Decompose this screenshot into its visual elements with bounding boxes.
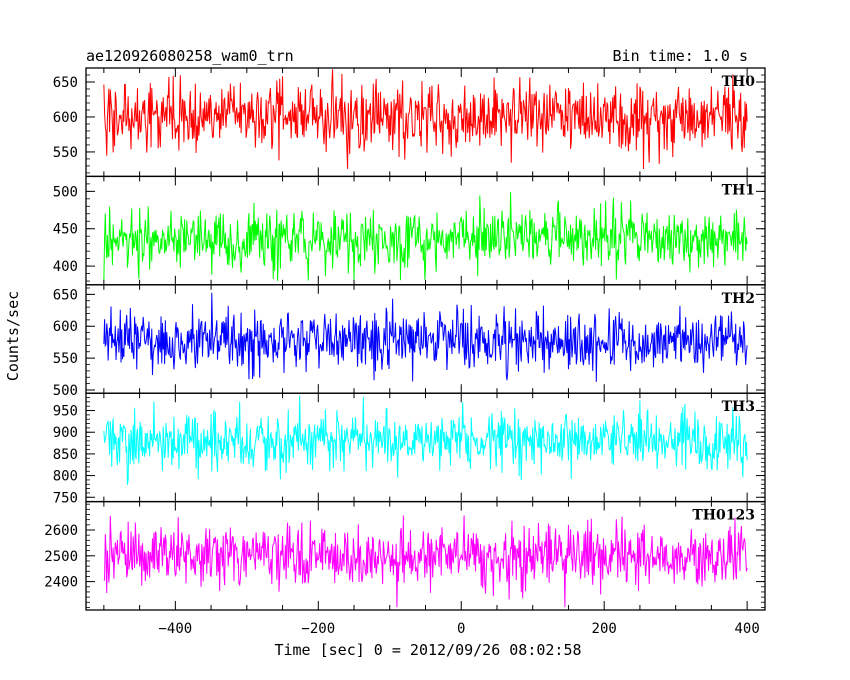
y-tick-label: 950	[53, 404, 78, 420]
y-tick-label: 2600	[44, 523, 78, 539]
panel-label-th1: TH1	[722, 182, 755, 198]
y-axis-label: Counts/sec	[4, 291, 22, 381]
x-tick-label: −200	[301, 621, 335, 637]
series-line-th0	[103, 69, 748, 170]
y-tick-label: 600	[53, 319, 78, 335]
y-tick-label: 500	[53, 383, 78, 399]
x-tick-label: −400	[158, 621, 192, 637]
y-tick-label: 650	[53, 75, 78, 91]
y-tick-label: 750	[53, 490, 78, 506]
series-line-th3	[103, 395, 748, 485]
panel-label-th2: TH2	[722, 291, 755, 307]
panel-label-th0123: TH0123	[692, 508, 755, 524]
series-line-th2	[103, 292, 748, 382]
panel-label-th3: TH3	[722, 399, 755, 415]
x-tick-label: 400	[734, 621, 759, 637]
y-tick-label: 400	[53, 259, 78, 275]
panel-label-th0: TH0	[722, 74, 756, 90]
y-tick-label: 2400	[44, 575, 78, 591]
y-tick-label: 850	[53, 447, 78, 463]
x-tick-label: 0	[457, 621, 465, 637]
series-line-th1	[103, 192, 748, 281]
y-tick-label: 500	[53, 184, 78, 200]
panels-group: 550 600 650 TH0 400 450 500 TH1 500 550 600 650 TH2 7…	[44, 67, 766, 637]
y-tick-label: 800	[53, 469, 78, 485]
x-tick-label: 200	[592, 621, 617, 637]
bin-time-label: Bin time: 1.0 s	[613, 47, 748, 65]
y-tick-label: 550	[53, 351, 78, 367]
file-name-title: ae120926080258_wam0_trn	[86, 47, 294, 65]
y-tick-label: 550	[53, 145, 78, 161]
y-tick-label: 650	[53, 287, 78, 303]
y-tick-label: 450	[53, 222, 78, 238]
y-tick-label: 600	[53, 110, 78, 126]
series-line-th0123	[103, 515, 748, 608]
y-tick-label: 2500	[44, 549, 78, 565]
y-tick-label: 900	[53, 425, 78, 441]
x-axis-label: Time [sec] 0 = 2012/09/26 08:02:58	[274, 641, 581, 659]
